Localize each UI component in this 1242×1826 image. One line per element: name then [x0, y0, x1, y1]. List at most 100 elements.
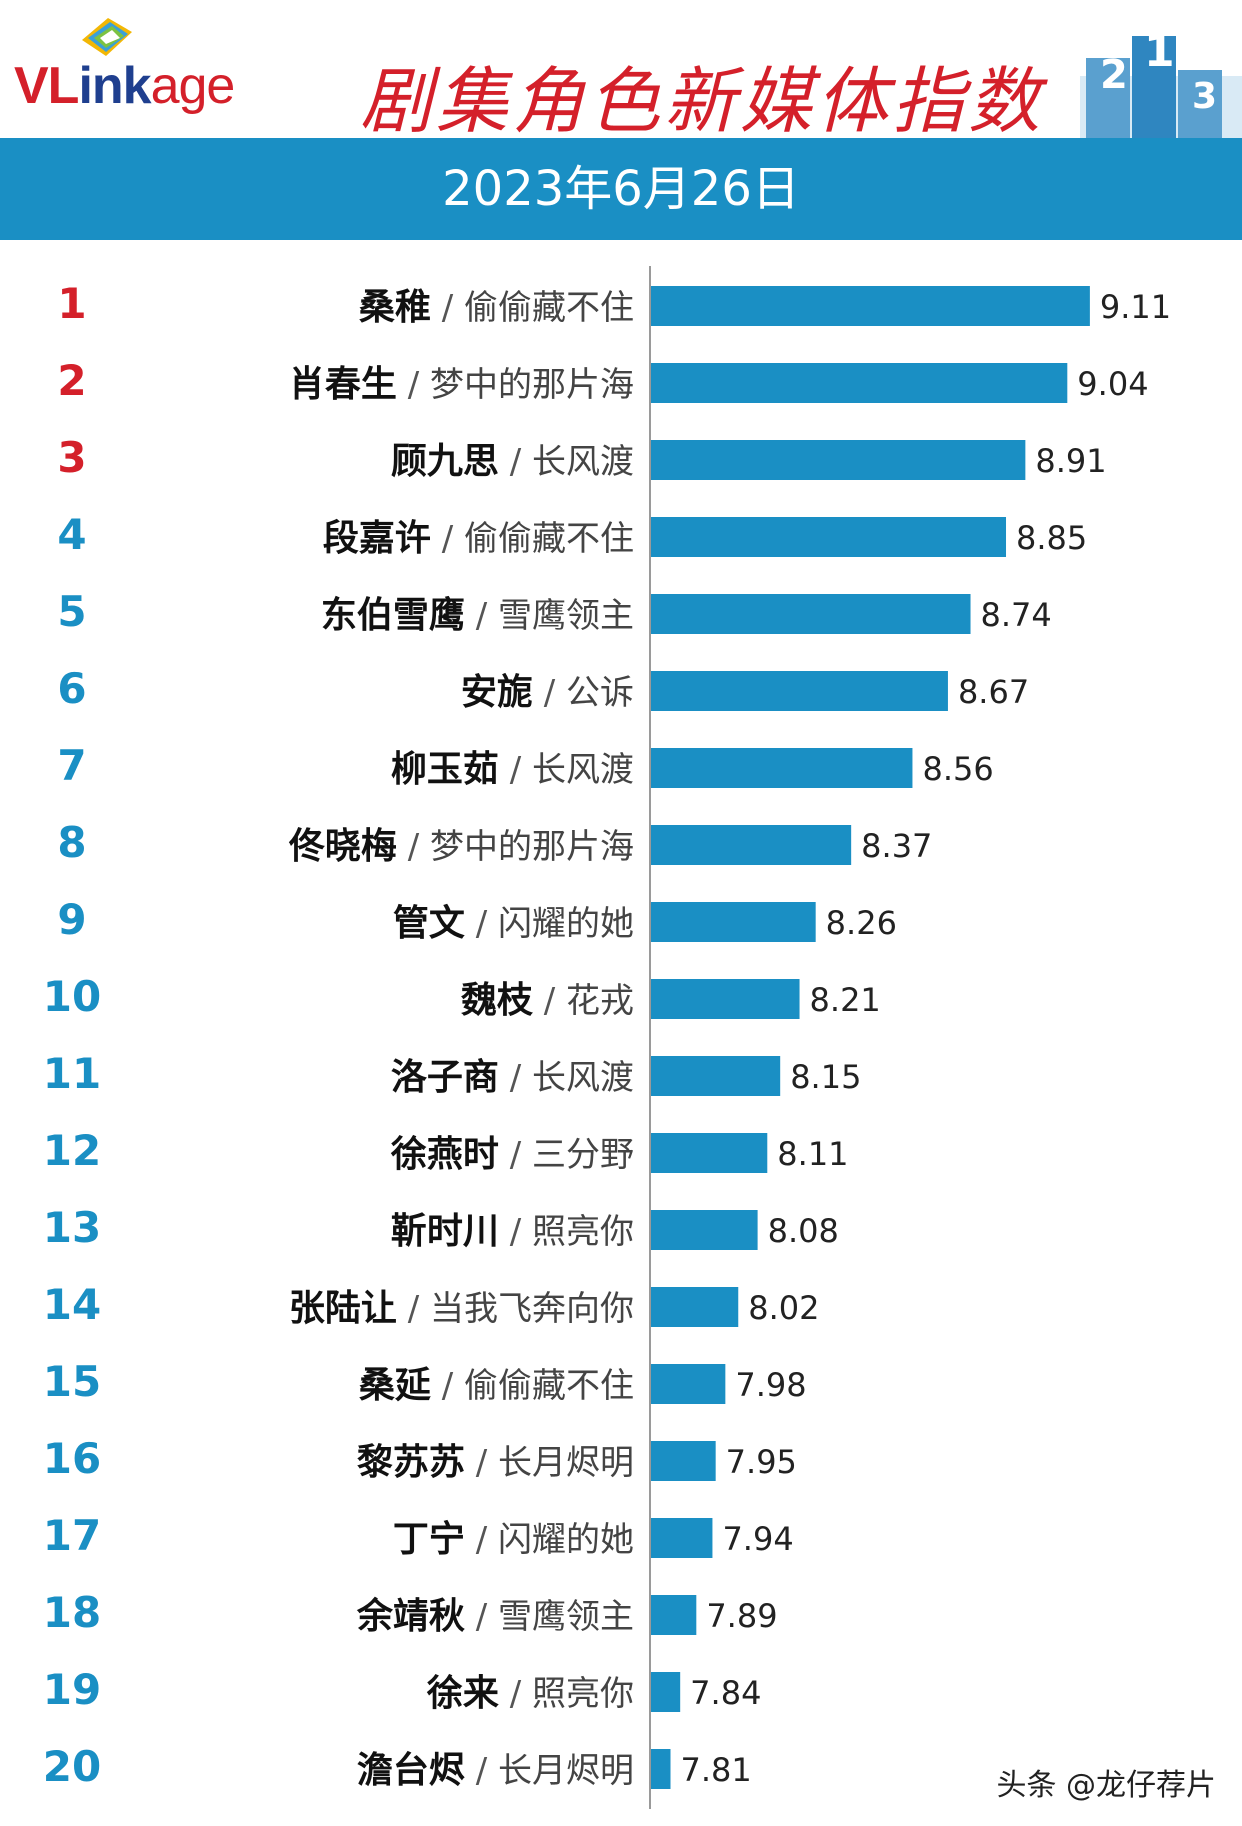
drama-name: 三分野: [532, 1135, 634, 1175]
rank-number: 12: [43, 1126, 101, 1175]
label-separator: /: [431, 519, 464, 559]
drama-name: 闪耀的她: [498, 1520, 634, 1560]
label-separator: /: [533, 673, 566, 713]
category-label: 靳时川 / 照亮你: [391, 1211, 634, 1252]
category-label: 丁宁 / 闪耀的她: [393, 1519, 634, 1560]
label-separator: /: [465, 1520, 498, 1560]
rank-number: 1: [57, 279, 86, 328]
character-name: 徐来: [426, 1673, 499, 1714]
drama-name: 雪鹰领主: [498, 596, 634, 636]
rank-number: 15: [43, 1357, 101, 1406]
rank-number: 14: [43, 1280, 101, 1329]
bar: [651, 825, 852, 865]
drama-name: 长风渡: [532, 750, 634, 790]
rank-number: 11: [43, 1049, 101, 1098]
category-label: 佟晓梅 / 梦中的那片海: [288, 826, 634, 867]
drama-name: 偷偷藏不住: [464, 288, 634, 328]
bar: [651, 979, 800, 1019]
data-label: 8.85: [1016, 519, 1087, 557]
drama-name: 梦中的那片海: [430, 365, 634, 405]
rank-number: 6: [57, 664, 86, 713]
rank-number: 2: [57, 356, 86, 405]
drama-name: 闪耀的她: [498, 904, 634, 944]
drama-name: 长风渡: [532, 1058, 634, 1098]
bar: [651, 1749, 671, 1789]
bar: [651, 1672, 681, 1712]
date-banner: 2023年6月26日: [0, 138, 1242, 240]
label-separator: /: [499, 750, 532, 790]
character-name: 东伯雪鹰: [321, 595, 465, 636]
bar: [651, 748, 913, 788]
rank-number: 10: [43, 972, 101, 1021]
character-name: 黎苏苏: [357, 1442, 465, 1483]
category-label: 桑延 / 偷偷藏不住: [359, 1365, 634, 1406]
data-label: 8.67: [958, 673, 1029, 711]
label-separator: /: [397, 827, 430, 867]
label-separator: /: [499, 442, 532, 482]
label-separator: /: [499, 1058, 532, 1098]
character-name: 桑延: [359, 1365, 431, 1406]
rank-number: 16: [43, 1434, 101, 1483]
rank-number: 9: [57, 895, 86, 944]
category-label: 管文 / 闪耀的她: [393, 903, 634, 944]
data-label: 7.95: [726, 1443, 797, 1481]
category-label: 东伯雪鹰 / 雪鹰领主: [321, 595, 634, 636]
data-label: 7.81: [681, 1751, 752, 1789]
label-separator: /: [397, 1289, 430, 1329]
data-label: 8.74: [981, 596, 1052, 634]
bar: [651, 1133, 768, 1173]
label-separator: /: [431, 288, 464, 328]
logo-text-age: age: [150, 57, 236, 115]
category-label: 余靖秋 / 雪鹰领主: [356, 1595, 634, 1637]
data-label: 7.89: [706, 1597, 777, 1635]
rank-number: 18: [43, 1588, 101, 1637]
drama-name: 当我飞奔向你: [430, 1289, 634, 1329]
data-label: 8.02: [748, 1289, 819, 1327]
header: VLinkage 剧集角色新媒体指数 2 1 3: [0, 0, 1242, 143]
rank-number: 3: [57, 433, 86, 482]
category-label: 徐燕时 / 三分野: [390, 1134, 634, 1175]
category-label: 洛子商 / 长风渡: [391, 1057, 634, 1098]
character-name: 桑稚: [359, 287, 431, 328]
category-label: 魏枝 / 花戎: [461, 980, 634, 1021]
character-name: 佟晓梅: [288, 826, 397, 867]
character-name: 顾九思: [391, 441, 499, 482]
character-name: 安旎: [461, 672, 533, 713]
character-name: 洛子商: [391, 1057, 499, 1098]
data-label: 7.84: [690, 1674, 761, 1712]
watermark: 头条 @龙仔荐片: [996, 1768, 1216, 1803]
character-name: 柳玉茹: [391, 749, 499, 790]
data-label: 9.11: [1100, 288, 1171, 326]
rank-number: 8: [57, 818, 86, 867]
logo-text-ink: ink: [78, 57, 151, 115]
bar-chart-svg: 1 桑稚 / 偷偷藏不住 9.11 2 肖春生 / 梦中的那片海 9.04 3 顾九思 / 长…: [43, 266, 1171, 1809]
label-separator: /: [465, 1751, 498, 1791]
character-name: 张陆让: [289, 1288, 397, 1329]
data-label: 8.21: [810, 981, 881, 1019]
label-separator: /: [499, 1135, 532, 1175]
drama-name: 花戎: [566, 981, 634, 1021]
label-separator: /: [465, 1597, 498, 1637]
character-name: 肖春生: [289, 364, 397, 405]
rank-number: 17: [43, 1511, 101, 1560]
data-label: 8.08: [768, 1212, 839, 1250]
label-separator: /: [431, 1366, 464, 1406]
page-title: 剧集角色新媒体指数: [360, 59, 1045, 143]
drama-name: 照亮你: [532, 1212, 634, 1252]
label-separator: /: [499, 1212, 532, 1252]
category-label: 肖春生 / 梦中的那片海: [289, 364, 634, 405]
bar: [651, 1364, 726, 1404]
rank-number: 4: [57, 510, 86, 559]
drama-name: 雪鹰领主: [498, 1597, 634, 1637]
bar: [651, 440, 1026, 480]
drama-name: 照亮你: [532, 1674, 634, 1714]
bar: [651, 1595, 697, 1635]
drama-name: 长月烬明: [498, 1751, 634, 1791]
brand-logo: VLinkage: [14, 56, 236, 116]
label-separator: /: [533, 981, 566, 1021]
label-separator: /: [499, 1674, 532, 1714]
character-name: 丁宁: [393, 1519, 465, 1560]
category-label: 柳玉茹 / 长风渡: [391, 749, 634, 790]
bar: [651, 363, 1068, 403]
svg-text:3: 3: [1192, 76, 1217, 117]
